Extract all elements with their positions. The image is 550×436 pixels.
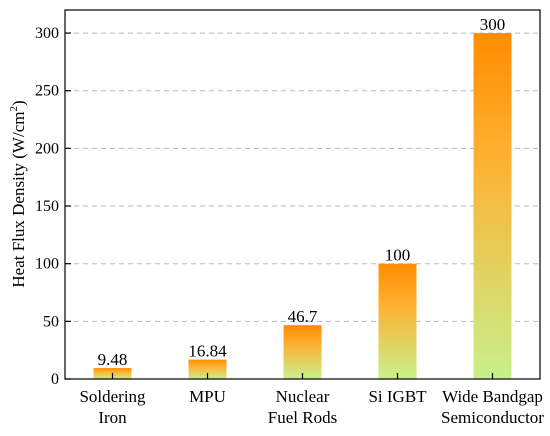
y-axis-title-suffix: ) [9,100,28,106]
data-label: 100 [385,246,411,265]
data-label: 9.48 [98,350,128,369]
data-label: 16.84 [188,342,227,361]
x-tick-label: Nuclear Fuel Rods [268,387,337,427]
y-tick-label: 150 [35,198,59,215]
x-tick-label-line: Semiconductor [441,408,544,427]
y-axis-title-superscript: 2 [8,106,20,112]
bar [188,359,227,379]
x-tick-label-line: MPU [189,387,226,406]
x-tick-label-line: Wide Bandgap [442,387,543,406]
y-tick-label: 100 [35,256,59,273]
x-tick-label: Si IGBT [368,387,427,406]
value-labels: 9.48 16.84 46.7 100 300 [98,15,506,369]
data-label: 46.7 [288,307,318,326]
bar [378,263,417,379]
y-tick-label: 0 [51,371,59,388]
bar [473,33,512,379]
x-tick-label-line: Nuclear [276,387,330,406]
x-tick-label: Soldering Iron [79,387,146,427]
y-tick-label: 200 [35,140,59,157]
x-tick-label-line: Soldering [79,387,146,406]
x-tick-label-line: Fuel Rods [268,408,337,427]
plot-background [65,10,540,379]
y-axis-ticks: 0 50 100 150 200 250 300 [35,25,71,388]
y-tick-label: 300 [35,25,59,42]
y-tick-label: 50 [43,313,59,330]
y-tick-label: 250 [35,83,59,100]
bar [283,325,322,379]
data-label: 300 [480,15,506,34]
x-tick-label: Wide Bandgap Semiconductor [441,387,544,427]
grid-lines [65,32,540,322]
x-tick-label: MPU [189,387,226,406]
x-tick-label-line: Iron [98,408,127,427]
y-axis-title-main: Heat Flux Density (W/cm [9,112,28,288]
x-axis-ticks: Soldering Iron MPU Nuclear Fuel Rods Si IGBT W… [79,373,544,427]
x-tick-label-line: Si IGBT [368,387,427,406]
y-axis-title: Heat Flux Density (W/cm2) [8,100,28,287]
